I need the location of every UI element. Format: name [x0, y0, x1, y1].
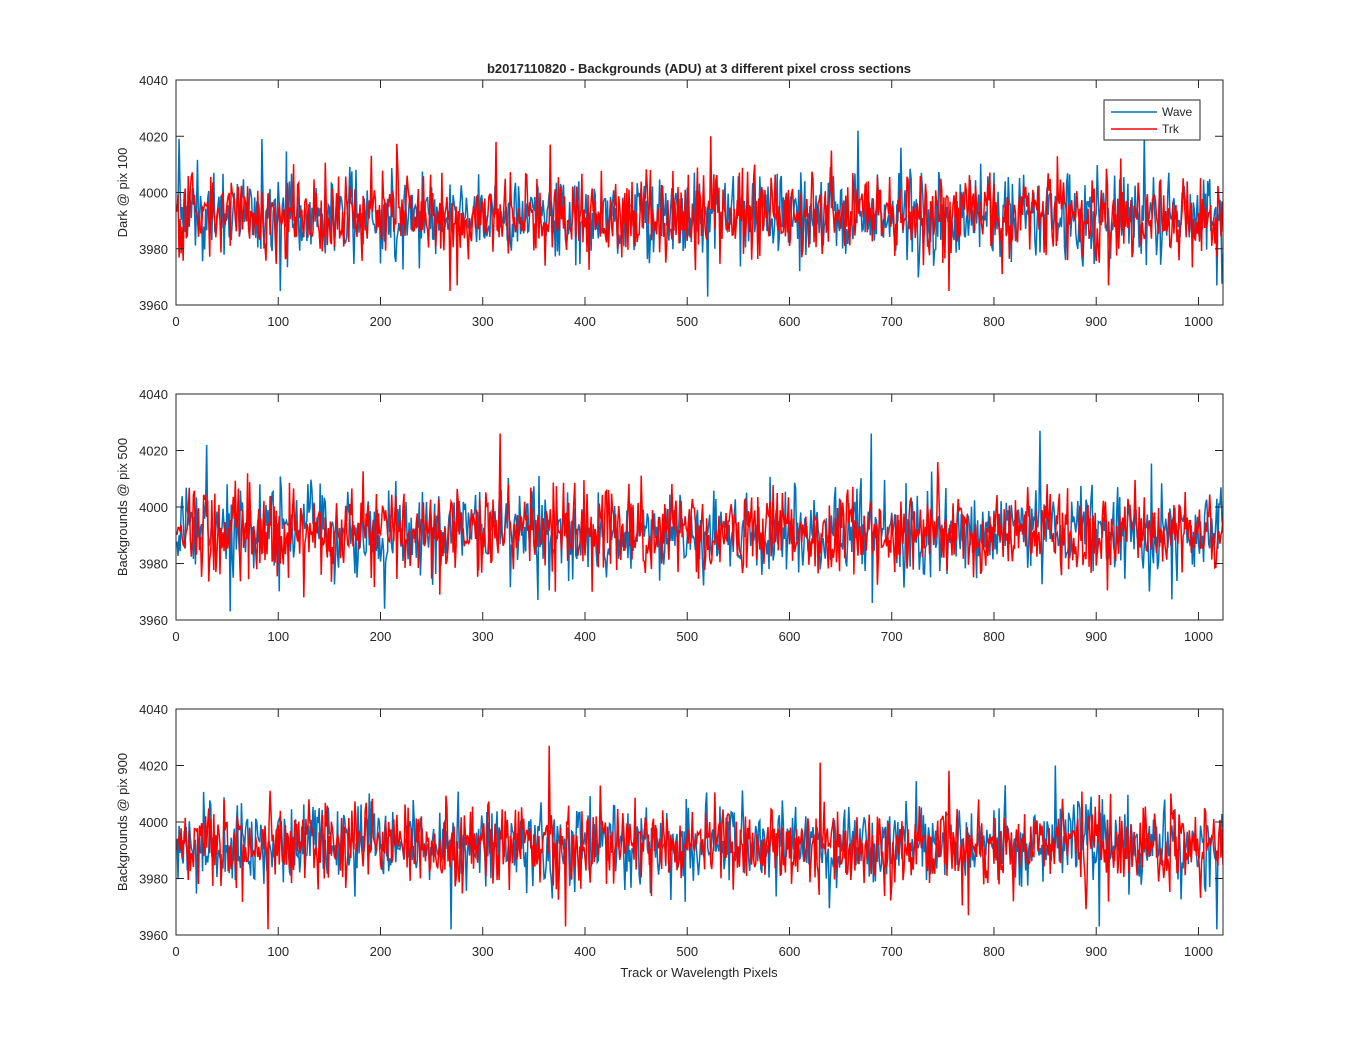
x-tick-label: 0: [172, 944, 179, 959]
x-tick-label: 300: [472, 629, 494, 644]
x-tick-label: 0: [172, 629, 179, 644]
x-tick-label: 700: [881, 314, 903, 329]
x-tick-label: 500: [676, 629, 698, 644]
x-tick-label: 100: [267, 629, 289, 644]
x-tick-label: 900: [1085, 314, 1107, 329]
x-tick-label: 500: [676, 314, 698, 329]
x-tick-label: 600: [779, 314, 801, 329]
x-tick-label: 600: [779, 944, 801, 959]
y-tick-label: 3980: [139, 242, 168, 257]
x-tick-label: 1000: [1184, 314, 1213, 329]
x-tick-label: 400: [574, 314, 596, 329]
y-tick-label: 3980: [139, 872, 168, 887]
y-tick-label: 3960: [139, 613, 168, 628]
legend-box: [1103, 99, 1201, 141]
x-tick-label: 200: [370, 629, 392, 644]
y-tick-label: 4040: [139, 73, 168, 88]
x-tick-label: 300: [472, 944, 494, 959]
series-line-trk: [176, 745, 1223, 930]
x-tick-label: 800: [983, 629, 1005, 644]
x-tick-label: 1000: [1184, 629, 1213, 644]
x-tick-label: 100: [267, 944, 289, 959]
x-tick-label: 200: [370, 944, 392, 959]
x-tick-label: 800: [983, 944, 1005, 959]
y-tick-label: 3960: [139, 928, 168, 943]
plot-area: [176, 394, 1223, 620]
x-tick-label: 1000: [1184, 944, 1213, 959]
y-axis-label: Dark @ pix 100: [115, 148, 130, 238]
y-tick-label: 4040: [139, 702, 168, 717]
x-tick-label: 200: [370, 314, 392, 329]
legend: Wave Trk: [1103, 99, 1201, 141]
series-line-trk: [176, 136, 1223, 291]
y-tick-label: 3960: [139, 298, 168, 313]
plot-area: [176, 709, 1223, 935]
x-tick-label: 400: [574, 629, 596, 644]
legend-wave-label: Wave: [1162, 105, 1193, 119]
y-tick-label: 4000: [139, 500, 168, 515]
y-tick-label: 4020: [139, 759, 168, 774]
x-tick-label: 700: [881, 629, 903, 644]
x-tick-label: 700: [881, 944, 903, 959]
legend-trk-label: Trk: [1162, 122, 1180, 136]
panel-dark-pix-100: 0 100 200 300 400 500 600 700 800 900 1000 3960 3980…: [115, 73, 1224, 329]
x-tick-label: 400: [574, 944, 596, 959]
y-axis-label: Backgrounds @ pix 500: [115, 438, 130, 576]
x-tick-label: 800: [983, 314, 1005, 329]
x-axis-label: Track or Wavelength Pixels: [620, 965, 778, 980]
x-tick-label: 900: [1085, 629, 1107, 644]
panel-backgrounds-pix-500: 0 100 200 300 400 500 600 700 800 900 1000 3960 3980…: [115, 387, 1224, 644]
y-tick-label: 4040: [139, 387, 168, 402]
y-axis-label: Backgrounds @ pix 900: [115, 753, 130, 891]
x-tick-label: 600: [779, 629, 801, 644]
y-tick-label: 4000: [139, 186, 168, 201]
y-tick-label: 4000: [139, 815, 168, 830]
x-tick-label: 300: [472, 314, 494, 329]
y-tick-label: 4020: [139, 129, 168, 144]
x-tick-label: 900: [1085, 944, 1107, 959]
figure-title: b2017110820 - Backgrounds (ADU) at 3 dif…: [487, 61, 911, 76]
y-tick-label: 3980: [139, 557, 168, 572]
x-tick-label: 0: [172, 314, 179, 329]
x-tick-label: 500: [676, 944, 698, 959]
x-tick-label: 100: [267, 314, 289, 329]
series-line-trk: [176, 433, 1223, 598]
y-tick-label: 4020: [139, 444, 168, 459]
panel-backgrounds-pix-900: 0 100 200 300 400 500 600 700 800 900 1000 3960 3980…: [115, 702, 1224, 959]
